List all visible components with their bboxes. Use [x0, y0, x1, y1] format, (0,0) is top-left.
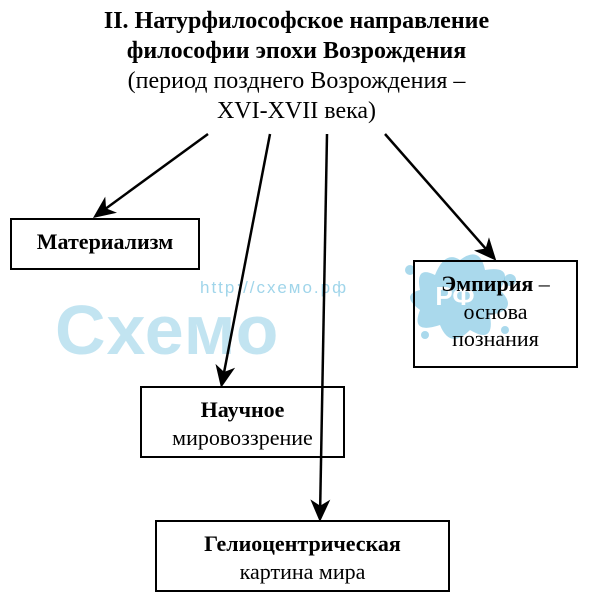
title-line-4: XVI-XVII века) — [0, 96, 593, 126]
node-materialism-label: Материализм — [37, 229, 173, 254]
diagram-stage: II. Натурфилософское направление философ… — [0, 0, 593, 600]
node-empirics-line1: Эмпирия – — [425, 270, 566, 298]
title-line-1: II. Натурфилософское направление — [0, 6, 593, 36]
edge-heliocentric — [320, 134, 327, 517]
node-heliocentric-bold: Гелиоцентрическая — [167, 530, 438, 558]
edge-empirics — [385, 134, 493, 257]
watermark-url: http://схемо.рф — [200, 278, 348, 298]
watermark-text: Схемо — [55, 290, 279, 370]
node-heliocentric-plain: картина мира — [167, 558, 438, 586]
node-scientific-plain: мировоззрение — [152, 424, 333, 452]
node-scientific: Научное мировоззрение — [140, 386, 345, 458]
node-empirics: Эмпирия – основа познания — [413, 260, 578, 368]
node-heliocentric: Гелиоцентрическая картина мира — [155, 520, 450, 592]
node-empirics-line3: познания — [425, 325, 566, 353]
node-scientific-bold: Научное — [152, 396, 333, 424]
title-line-2: философии эпохи Возрождения — [0, 36, 593, 66]
edge-materialism — [97, 134, 208, 215]
edge-scientific — [222, 134, 270, 383]
node-materialism: Материализм — [10, 218, 200, 270]
node-empirics-line2: основа — [425, 298, 566, 326]
diagram-title: II. Натурфилософское направление философ… — [0, 6, 593, 126]
title-line-3: (период позднего Возрождения – — [0, 66, 593, 96]
